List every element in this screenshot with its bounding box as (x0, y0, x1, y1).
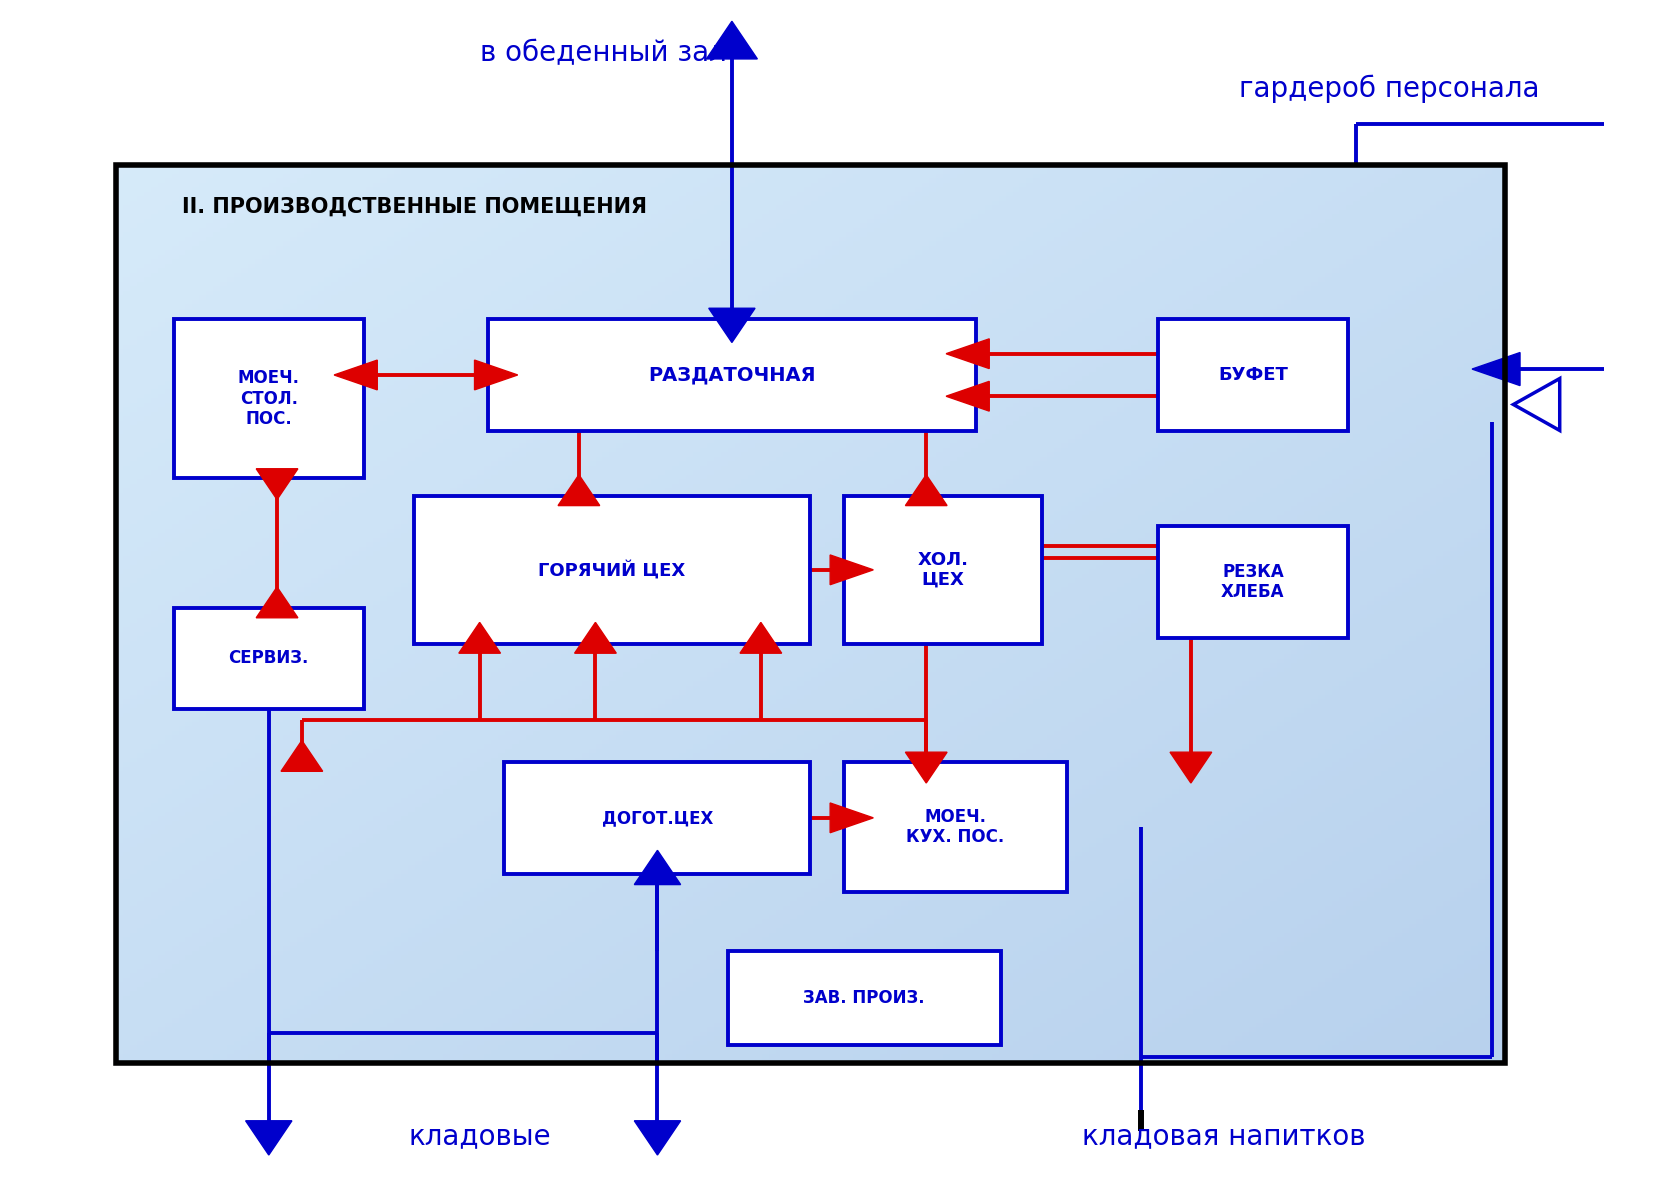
FancyBboxPatch shape (414, 496, 810, 644)
Polygon shape (946, 339, 989, 368)
Polygon shape (946, 381, 989, 411)
Text: ЗАВ. ПРОИЗ.: ЗАВ. ПРОИЗ. (804, 988, 925, 1007)
Polygon shape (1169, 752, 1212, 783)
Polygon shape (246, 1121, 291, 1155)
Text: РАЗДАТОЧНАЯ: РАЗДАТОЧНАЯ (648, 365, 815, 385)
Text: РЕЗКА
ХЛЕБА: РЕЗКА ХЛЕБА (1221, 562, 1285, 601)
Polygon shape (905, 752, 948, 783)
FancyBboxPatch shape (174, 319, 364, 478)
Polygon shape (334, 360, 377, 390)
Polygon shape (739, 622, 782, 653)
Polygon shape (905, 475, 948, 505)
FancyBboxPatch shape (488, 319, 976, 431)
Polygon shape (708, 308, 754, 342)
FancyBboxPatch shape (504, 762, 810, 874)
FancyBboxPatch shape (844, 762, 1067, 892)
FancyBboxPatch shape (1158, 526, 1348, 638)
Polygon shape (256, 469, 298, 500)
Text: гардероб персонала: гардероб персонала (1239, 74, 1540, 103)
Text: СЕРВИЗ.: СЕРВИЗ. (228, 650, 309, 667)
Polygon shape (281, 740, 323, 771)
Polygon shape (1472, 352, 1520, 385)
Text: кладовые: кладовые (409, 1122, 551, 1150)
Text: ХОЛ.
ЦЕХ: ХОЛ. ЦЕХ (918, 550, 968, 589)
Polygon shape (830, 803, 873, 833)
FancyBboxPatch shape (844, 496, 1042, 644)
Polygon shape (557, 475, 600, 505)
Polygon shape (475, 360, 518, 390)
Polygon shape (633, 1121, 681, 1155)
Polygon shape (458, 622, 501, 653)
Text: в обеденный зал: в обеденный зал (480, 39, 728, 67)
Text: ДОГОТ.ЦЕХ: ДОГОТ.ЦЕХ (602, 809, 713, 827)
FancyBboxPatch shape (1158, 319, 1348, 431)
Polygon shape (706, 21, 758, 59)
FancyBboxPatch shape (728, 951, 1001, 1045)
Text: кладовая напитков: кладовая напитков (1082, 1122, 1366, 1150)
Text: II. ПРОИЗВОДСТВЕННЫЕ ПОМЕЩЕНИЯ: II. ПРОИЗВОДСТВЕННЫЕ ПОМЕЩЕНИЯ (182, 197, 647, 216)
Text: МОЕЧ.
СТОЛ.
ПОС.: МОЕЧ. СТОЛ. ПОС. (238, 370, 299, 428)
Polygon shape (574, 622, 617, 653)
FancyBboxPatch shape (174, 608, 364, 709)
Text: БУФЕТ: БУФЕТ (1217, 366, 1288, 384)
Text: МОЕЧ.
КУХ. ПОС.: МОЕЧ. КУХ. ПОС. (906, 808, 1004, 846)
Polygon shape (830, 555, 873, 585)
Polygon shape (633, 850, 681, 885)
Polygon shape (256, 587, 298, 618)
Text: ГОРЯЧИЙ ЦЕХ: ГОРЯЧИЙ ЦЕХ (538, 560, 686, 580)
